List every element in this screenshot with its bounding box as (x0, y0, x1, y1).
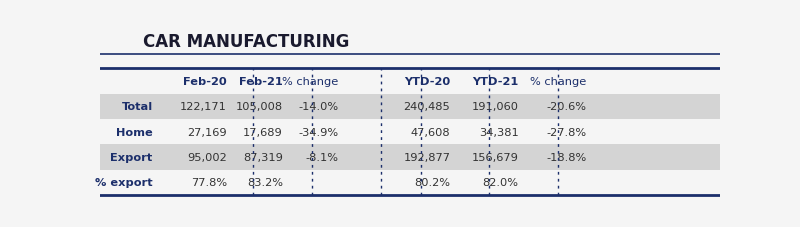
Text: 191,060: 191,060 (471, 102, 518, 112)
Bar (100, 145, 720, 170)
Text: 105,008: 105,008 (236, 102, 283, 112)
Text: Feb-21: Feb-21 (239, 77, 283, 87)
Text: 156,679: 156,679 (472, 152, 518, 162)
Text: YTD-20: YTD-20 (404, 77, 450, 87)
Text: 83.2%: 83.2% (247, 178, 283, 188)
Text: 240,485: 240,485 (403, 102, 450, 112)
Text: -27.8%: -27.8% (546, 127, 586, 137)
Text: 95,002: 95,002 (187, 152, 227, 162)
Bar (100, 94, 720, 120)
Text: 192,877: 192,877 (403, 152, 450, 162)
Text: 27,169: 27,169 (187, 127, 227, 137)
Text: Total: Total (122, 102, 153, 112)
Text: 122,171: 122,171 (180, 102, 227, 112)
Text: -14.0%: -14.0% (298, 102, 338, 112)
Text: % change: % change (530, 77, 586, 87)
Text: % change: % change (282, 77, 338, 87)
Text: Home: Home (116, 127, 153, 137)
Text: Feb-20: Feb-20 (183, 77, 227, 87)
Text: 82.0%: 82.0% (482, 178, 518, 188)
Text: 47,608: 47,608 (410, 127, 450, 137)
Text: 34,381: 34,381 (478, 127, 518, 137)
Text: -18.8%: -18.8% (546, 152, 586, 162)
Text: -34.9%: -34.9% (298, 127, 338, 137)
Text: 87,319: 87,319 (243, 152, 283, 162)
Text: -8.1%: -8.1% (306, 152, 338, 162)
Text: 17,689: 17,689 (243, 127, 283, 137)
Text: YTD-21: YTD-21 (472, 77, 518, 87)
Text: 77.8%: 77.8% (191, 178, 227, 188)
Text: 80.2%: 80.2% (414, 178, 450, 188)
Text: -20.6%: -20.6% (546, 102, 586, 112)
Text: CAR MANUFACTURING: CAR MANUFACTURING (143, 32, 350, 50)
Text: Export: Export (110, 152, 153, 162)
Text: % export: % export (95, 178, 153, 188)
